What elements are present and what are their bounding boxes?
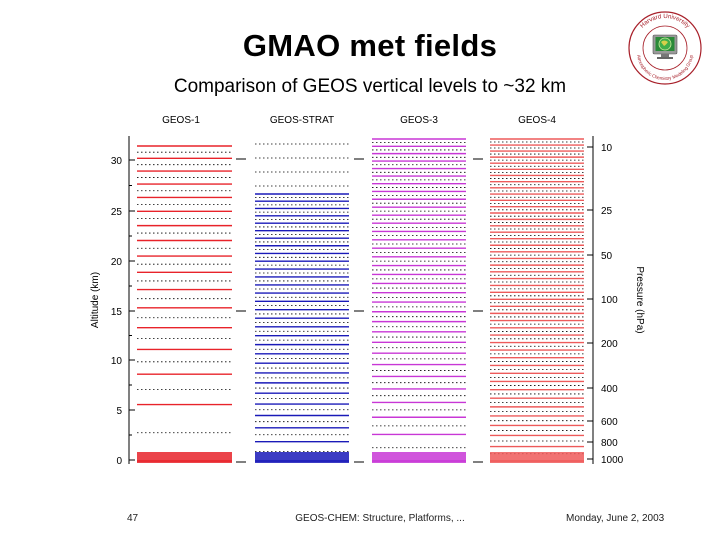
surface-level-band	[490, 452, 584, 463]
slide-title: GMAO met fields	[242, 28, 498, 63]
left-tick-label: 10	[111, 356, 123, 367]
left-tick-label: 5	[116, 406, 122, 417]
surface-level-band	[137, 452, 232, 463]
globe-monitor-icon	[652, 34, 678, 59]
right-tick-label: 200	[601, 339, 618, 350]
slide-subtitle: Comparison of GEOS vertical levels to ~3…	[173, 76, 567, 97]
right-tick-label: 1000	[601, 455, 624, 466]
surface-level-band	[372, 452, 466, 463]
right-tick-label: 50	[601, 251, 613, 262]
right-tick-label: 600	[601, 417, 618, 428]
left-tick-label: 30	[111, 156, 123, 167]
right-tick-label: 800	[601, 438, 618, 449]
left-tick-label: 0	[116, 456, 122, 467]
surface-level-band	[255, 452, 349, 463]
footer-date: Monday, June 2, 2003	[566, 513, 665, 524]
left-tick-label: 15	[111, 307, 123, 318]
column-label: GEOS-4	[518, 115, 556, 126]
column-label: GEOS-1	[162, 115, 200, 126]
right-tick-label: 100	[601, 295, 618, 306]
right-tick-label: 10	[601, 143, 613, 154]
harvard-logo: Harvard University Atmospheric Chemistry…	[628, 11, 702, 85]
column-label: GEOS-3	[400, 115, 438, 126]
left-tick-label: 20	[111, 257, 123, 268]
left-axis-label: Altitude (km)	[90, 272, 101, 328]
left-tick-label: 25	[111, 207, 123, 218]
footer-page-number: 47	[127, 513, 139, 524]
footer-center-text: GEOS-CHEM: Structure, Platforms, ...	[295, 513, 465, 524]
right-axis-label: Pressure (hPa)	[634, 266, 645, 333]
right-tick-label: 400	[601, 384, 618, 395]
right-tick-label: 25	[601, 206, 613, 217]
column-label: GEOS-STRAT	[270, 115, 334, 126]
